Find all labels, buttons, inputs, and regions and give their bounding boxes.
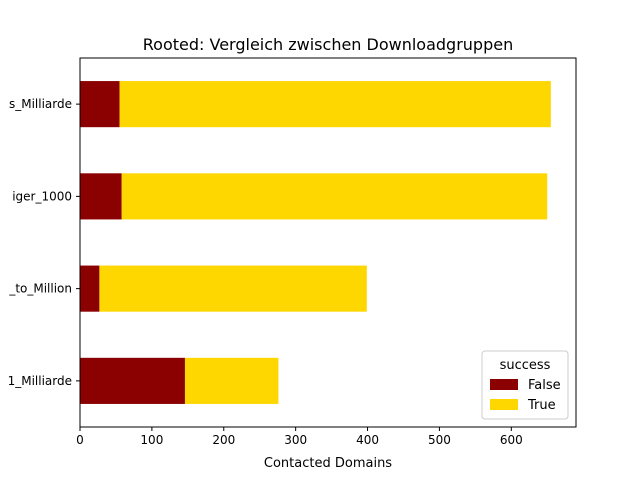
legend-label-false: False — [528, 378, 561, 393]
bar-false-3 — [80, 357, 185, 404]
bar-true-0 — [119, 81, 551, 128]
bar-false-2 — [80, 265, 100, 312]
bar-true-2 — [99, 265, 367, 312]
y-axis: s_Milliarde iger_1000 _to_Million 1_Milliar… — [8, 97, 80, 388]
x-tick-label: 500 — [428, 433, 451, 447]
legend-label-true: True — [527, 398, 556, 413]
y-tick-label: iger_1000 — [12, 189, 72, 203]
plot-area-frame — [79, 57, 577, 428]
x-tick-label: 0 — [76, 433, 84, 447]
legend-swatch-true — [490, 399, 518, 410]
y-tick-label: _to_Million — [8, 282, 72, 296]
x-tick-label: 600 — [500, 433, 523, 447]
legend-swatch-false — [490, 379, 518, 390]
bars-layer — [80, 81, 551, 404]
bar-true-3 — [184, 357, 279, 404]
legend-title: success — [500, 358, 551, 373]
x-axis: 0 100 200 300 400 500 600 — [76, 427, 523, 447]
chart-title: Rooted: Vergleich zwischen Downloadgrupp… — [143, 35, 513, 54]
bar-false-1 — [80, 173, 122, 220]
x-tick-label: 200 — [212, 433, 235, 447]
x-tick-label: 400 — [356, 433, 379, 447]
bar-false-0 — [80, 81, 120, 128]
y-tick-label: s_Milliarde — [9, 97, 72, 111]
legend: success False True — [481, 350, 569, 420]
bar-true-1 — [121, 173, 548, 220]
y-tick-label: 1_Milliarde — [8, 374, 72, 388]
x-tick-label: 300 — [284, 433, 307, 447]
x-axis-label: Contacted Domains — [264, 456, 392, 471]
x-tick-label: 100 — [140, 433, 163, 447]
